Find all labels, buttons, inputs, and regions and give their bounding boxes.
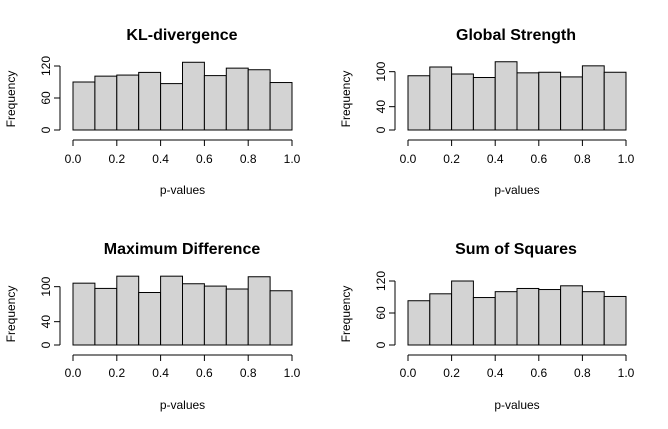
histogram-bar	[225, 67, 249, 131]
histogram-bar	[138, 292, 162, 346]
x-tick-label: 0.2	[108, 152, 125, 166]
histogram-bar	[516, 72, 540, 131]
histogram-bar	[94, 75, 118, 131]
y-tick-label: 120	[374, 271, 388, 291]
x-tick-label: 0.0	[65, 152, 82, 166]
histogram-bar	[203, 75, 227, 131]
panel-title: Sum of Squares	[455, 241, 577, 258]
y-tick-label: 120	[39, 56, 53, 76]
histogram-bar	[94, 287, 118, 346]
x-tick-label: 0.8	[240, 366, 257, 380]
histogram-bar	[407, 300, 431, 346]
x-tick-label: 0.6	[196, 366, 213, 380]
y-tick-label: 100	[374, 61, 388, 81]
x-tick-label: 0.8	[240, 152, 257, 166]
x-tick-label: 0.6	[196, 152, 213, 166]
x-tick-label: 0.0	[65, 366, 82, 380]
x-tick-label: 0.2	[443, 366, 460, 380]
histogram-bar	[269, 290, 293, 346]
x-tick-label: 0.4	[487, 152, 504, 166]
histogram-bar	[516, 287, 540, 346]
y-axis-label: Frequency	[339, 71, 353, 128]
histogram-bar	[538, 71, 562, 131]
histogram-bar	[429, 66, 453, 131]
x-tick-label: 0.2	[108, 366, 125, 380]
histogram-bar	[603, 71, 627, 131]
histogram-bar	[581, 291, 605, 346]
histogram-bar	[116, 275, 140, 346]
histogram-panel-kl-divergence: KL-divergence p-values Frequency 0.0 0.2 0…	[4, 27, 301, 197]
panel-title: KL-divergence	[126, 27, 237, 44]
histogram-bar	[269, 82, 293, 131]
histogram-bar	[247, 276, 271, 346]
y-tick-label: 40	[39, 315, 53, 329]
x-tick-label: 1.0	[618, 152, 635, 166]
histogram-bar	[247, 69, 271, 131]
histogram-bar	[225, 288, 249, 346]
x-tick-label: 0.4	[152, 366, 169, 380]
histogram-bar	[182, 283, 205, 346]
histogram-panel-global-strength: Global Strength p-values Frequency 0.0 0.…	[339, 27, 635, 197]
histogram-bar	[472, 297, 496, 346]
histogram-bar	[182, 61, 205, 131]
histogram-bar	[451, 280, 474, 346]
x-tick-label: 0.4	[487, 366, 504, 380]
x-tick-label: 1.0	[284, 366, 301, 380]
histogram-bar	[451, 73, 474, 131]
y-tick-label: 40	[374, 100, 388, 114]
histogram-bar	[603, 295, 627, 346]
x-tick-label: 0.0	[400, 152, 417, 166]
x-axis-label: p-values	[160, 398, 205, 412]
y-tick-label: 0	[39, 126, 53, 133]
histogram-bar	[429, 293, 453, 346]
histogram-bar	[494, 61, 518, 131]
histogram-bar	[160, 275, 184, 346]
y-tick-label: 100	[39, 276, 53, 296]
x-tick-label: 0.8	[574, 152, 591, 166]
x-tick-label: 1.0	[618, 366, 635, 380]
y-tick-label: 60	[39, 91, 53, 105]
y-tick-label: 60	[374, 306, 388, 320]
histogram-bar	[560, 285, 583, 346]
y-tick-label: 0	[374, 341, 388, 348]
panel-title: Global Strength	[456, 27, 576, 44]
x-tick-label: 0.0	[400, 366, 417, 380]
histogram-bar	[407, 75, 431, 131]
y-axis-label: Frequency	[339, 286, 353, 343]
x-tick-label: 0.4	[152, 152, 169, 166]
x-tick-label: 1.0	[284, 152, 301, 166]
x-axis-label: p-values	[494, 398, 539, 412]
histogram-bar	[138, 71, 162, 131]
histogram-bar	[494, 291, 518, 346]
y-axis-label: Frequency	[4, 71, 18, 128]
x-tick-label: 0.2	[443, 152, 460, 166]
y-tick-label: 0	[39, 341, 53, 348]
y-tick-label: 0	[374, 126, 388, 133]
histogram-panel-sum-of-squares: Sum of Squares p-values Frequency 0.0 0.2…	[339, 241, 635, 412]
x-axis-label: p-values	[494, 183, 539, 197]
x-tick-label: 0.6	[530, 366, 547, 380]
histogram-bar	[116, 74, 140, 131]
y-axis-label: Frequency	[4, 286, 18, 343]
histogram-bar	[203, 285, 227, 346]
x-tick-label: 0.6	[530, 152, 547, 166]
histogram-bar	[581, 65, 605, 131]
histogram-bar	[472, 77, 496, 131]
histogram-bar	[160, 83, 184, 131]
histogram-bar	[72, 282, 96, 346]
x-tick-label: 0.8	[574, 366, 591, 380]
x-axis-label: p-values	[160, 183, 205, 197]
panel-title: Maximum Difference	[104, 241, 261, 258]
histogram-bar	[538, 289, 562, 346]
histogram-bar	[72, 81, 96, 131]
histogram-panel-maximum-difference: Maximum Difference p-values Frequency 0.…	[4, 241, 301, 412]
histogram-bar	[560, 76, 583, 131]
